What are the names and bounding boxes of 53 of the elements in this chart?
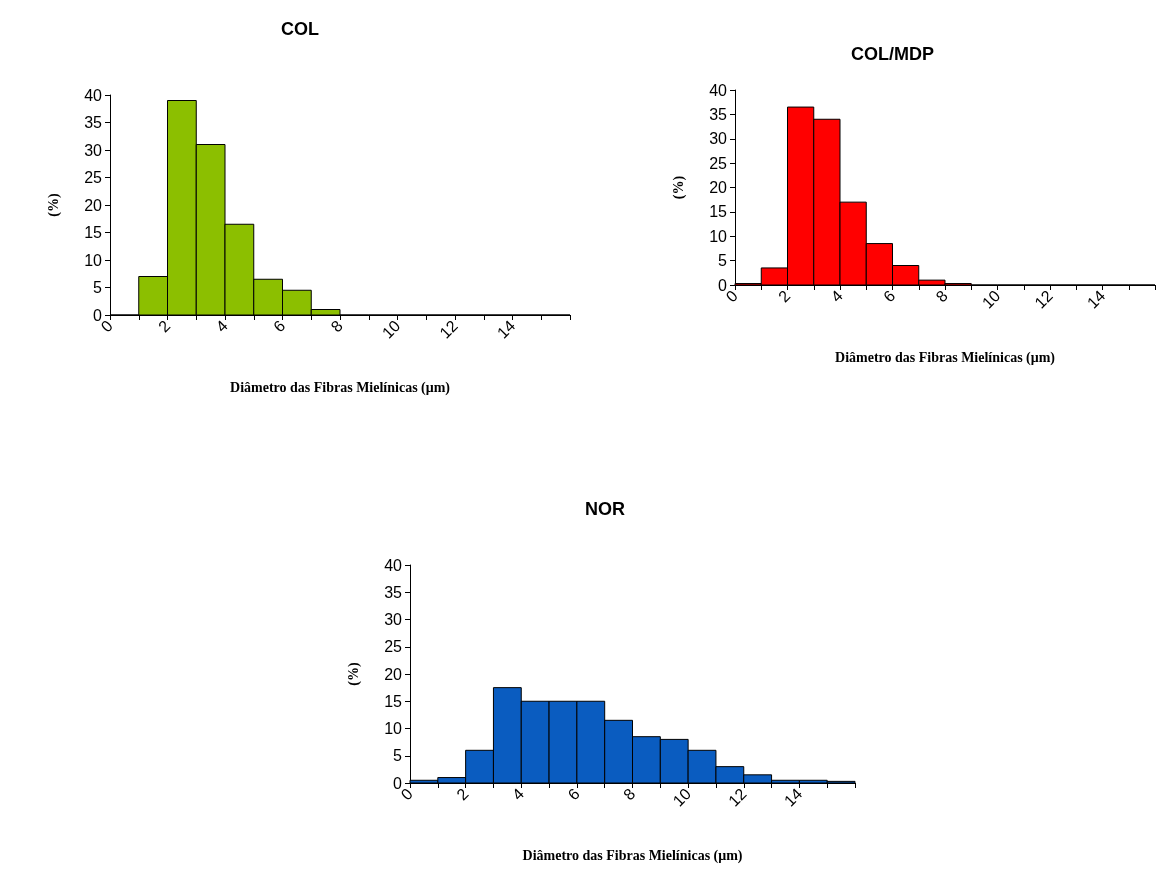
- y-tick-label: 15: [84, 224, 103, 241]
- y-tick-label: 25: [384, 638, 403, 656]
- x-tick-label: 8: [932, 286, 952, 306]
- y-tick-label: 5: [93, 279, 103, 296]
- y-tick-label: 5: [718, 252, 728, 270]
- x-tick-label: 2: [453, 784, 472, 804]
- y-tick-label: 20: [709, 179, 728, 196]
- x-tick-label: 12: [436, 316, 462, 342]
- x-tick-label: 6: [880, 286, 899, 306]
- x-tick-label: 8: [327, 316, 347, 336]
- x-tick-label: 4: [212, 316, 232, 336]
- y-tick-label: 15: [709, 203, 728, 221]
- y-tick-label: 10: [709, 227, 728, 245]
- y-tick-label: 5: [393, 747, 403, 765]
- x-tick-label: 12: [1031, 286, 1057, 312]
- y-tick-label: 35: [384, 583, 403, 601]
- y-axis-title: (%): [345, 662, 362, 686]
- y-tick-label: 10: [384, 720, 403, 737]
- y-tick-label: 40: [709, 81, 728, 99]
- x-tick-label: 8: [620, 784, 639, 804]
- x-axis-title: Diâmetro das Fibras Mielínicas (μm): [835, 349, 1056, 366]
- x-tick-label: 14: [1083, 286, 1109, 312]
- chart-title: NOR: [585, 499, 625, 519]
- y-tick-label: 30: [84, 141, 103, 159]
- y-tick-label: 30: [384, 611, 403, 628]
- x-axis-title: Diâmetro das Fibras Mielínicas (μm): [230, 379, 451, 396]
- x-tick-label: 10: [669, 784, 695, 810]
- y-tick-label: 35: [709, 105, 728, 123]
- y-tick-label: 30: [709, 130, 728, 148]
- x-tick-label: 2: [775, 286, 794, 306]
- x-tick-label: 2: [155, 316, 174, 336]
- y-tick-label: 25: [709, 154, 728, 172]
- x-tick-label: 12: [725, 784, 750, 810]
- x-tick-label: 4: [827, 286, 847, 306]
- y-tick-label: 20: [384, 665, 403, 683]
- y-tick-label: 20: [84, 196, 103, 214]
- y-axis-title: (%): [670, 175, 687, 200]
- y-tick-label: 40: [84, 86, 103, 104]
- x-tick-label: 10: [978, 286, 1004, 312]
- y-tick-label: 35: [84, 114, 103, 131]
- x-tick-label: 14: [780, 784, 806, 810]
- chart-title: COL/MDP: [851, 44, 934, 64]
- chart-title: COL: [281, 19, 319, 39]
- x-tick-label: 14: [493, 316, 519, 342]
- y-tick-label: 25: [84, 169, 103, 186]
- y-axis-title: (%): [45, 193, 62, 217]
- y-tick-label: 15: [384, 692, 403, 710]
- y-tick-label: 40: [384, 556, 403, 574]
- x-tick-label: 6: [564, 784, 583, 804]
- x-axis-title: Diâmetro das Fibras Mielínicas (μm): [522, 847, 743, 864]
- x-tick-label: 4: [508, 784, 528, 804]
- y-tick-label: 10: [84, 251, 103, 269]
- x-tick-label: 6: [270, 316, 289, 336]
